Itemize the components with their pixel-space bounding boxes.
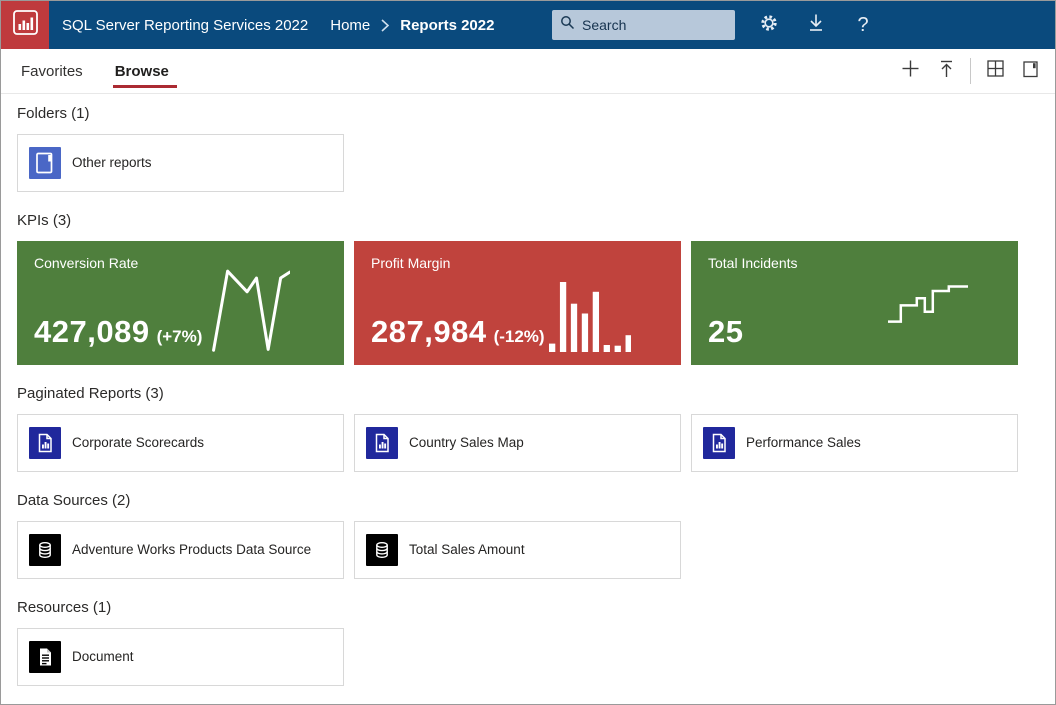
kpi-line-sparkline [212,269,290,352]
report-tile-country-sales-map[interactable]: Country Sales Map [354,414,681,472]
tab-browse[interactable]: Browse [112,49,177,93]
section-resources: Resources (1) Document [17,599,1039,686]
section-title-data-sources: Data Sources (2) [17,492,131,509]
toolbar-divider [970,58,971,84]
report-tile-performance-sales[interactable]: Performance Sales [691,414,1018,472]
section-title-kpis: KPIs (3) [17,212,72,229]
section-folders: Folders (1) Other reports [17,105,1039,192]
bar-chart-logo-icon [12,9,39,41]
active-tab-underline [112,85,177,88]
folder-icon [29,147,61,179]
tab-strip: Favorites Browse [1,49,201,93]
kpi-tile-total-incidents[interactable]: Total Incidents 25 [691,241,1018,365]
tile-label: Country Sales Map [409,434,524,450]
document-icon [29,641,61,673]
tile-label: Other reports [72,154,152,170]
kpi-title: Total Incidents [708,255,798,271]
tile-label: Corporate Scorecards [72,434,205,450]
help-icon: ? [857,13,869,36]
kpi-title: Profit Margin [371,255,451,271]
tiles-view-button[interactable] [977,53,1013,89]
resource-tile-document[interactable]: Document [17,628,344,686]
tile-label: Document [72,648,134,664]
breadcrumb-chevron-icon [380,18,390,33]
breadcrumb: Home Reports 2022 [330,17,494,34]
tab-favorites-label: Favorites [21,62,83,80]
gear-icon [758,12,780,39]
toolbar-actions [892,49,1049,93]
search-box[interactable] [552,10,735,40]
kpi-value: 287,984 [371,314,487,349]
section-title-resources: Resources (1) [17,599,112,616]
section-paginated-reports: Paginated Reports (3) Corporate Scorecar… [17,385,1039,472]
kpi-tile-profit-margin[interactable]: Profit Margin 287,984 (-12%) [354,241,681,365]
grid-view-icon [986,60,1004,82]
kpi-title: Conversion Rate [34,255,139,271]
tab-favorites[interactable]: Favorites [21,49,83,93]
section-data-sources: Data Sources (2) Adventure Works Product… [17,492,1039,579]
section-title-paginated: Paginated Reports (3) [17,385,164,402]
kpi-step-sparkline [888,285,968,323]
breadcrumb-current[interactable]: Reports 2022 [400,16,495,34]
details-view-button[interactable] [1013,53,1049,89]
top-bar: SQL Server Reporting Services 2022 Home … [1,1,1055,49]
kpi-bar-sparkline [549,282,631,352]
breadcrumb-home[interactable]: Home [330,16,371,34]
download-icon [807,13,825,37]
search-icon [560,15,575,35]
datasource-tile-adventure-works[interactable]: Adventure Works Products Data Source [17,521,344,579]
tile-label: Adventure Works Products Data Source [72,541,312,557]
kpi-value: 427,089 [34,314,150,349]
toolbar: Favorites Browse [1,49,1055,94]
content-area: Folders (1) Other reports KPIs (3) [1,105,1055,686]
paginated-report-icon [29,427,61,459]
kpi-delta: (+7%) [156,327,203,346]
kpi-value: 25 [708,314,744,349]
app-logo[interactable] [1,1,49,49]
new-button[interactable] [892,53,928,89]
download-button[interactable] [800,9,832,41]
folder-tile-other-reports[interactable]: Other reports [17,134,344,192]
app-title: SQL Server Reporting Services 2022 [62,16,309,34]
database-icon [366,534,398,566]
kpi-tile-conversion-rate[interactable]: Conversion Rate 427,089 (+7%) [17,241,344,365]
kpi-delta: (-12%) [493,327,545,346]
plus-icon [902,60,919,82]
report-tile-corporate-scorecards[interactable]: Corporate Scorecards [17,414,344,472]
database-icon [29,534,61,566]
upload-icon [938,60,955,83]
paginated-report-icon [366,427,398,459]
settings-button[interactable] [753,9,785,41]
tile-label: Performance Sales [746,434,861,450]
paginated-report-icon [703,427,735,459]
section-title-folders: Folders (1) [17,105,90,122]
details-view-icon [1022,60,1040,83]
search-input[interactable] [582,17,712,33]
tile-label: Total Sales Amount [409,541,525,557]
help-button[interactable]: ? [847,9,879,41]
upload-button[interactable] [928,53,964,89]
section-kpis: KPIs (3) Conversion Rate 427,089 (+7%) P… [17,212,1039,365]
tab-browse-label: Browse [114,62,169,80]
datasource-tile-total-sales-amount[interactable]: Total Sales Amount [354,521,681,579]
